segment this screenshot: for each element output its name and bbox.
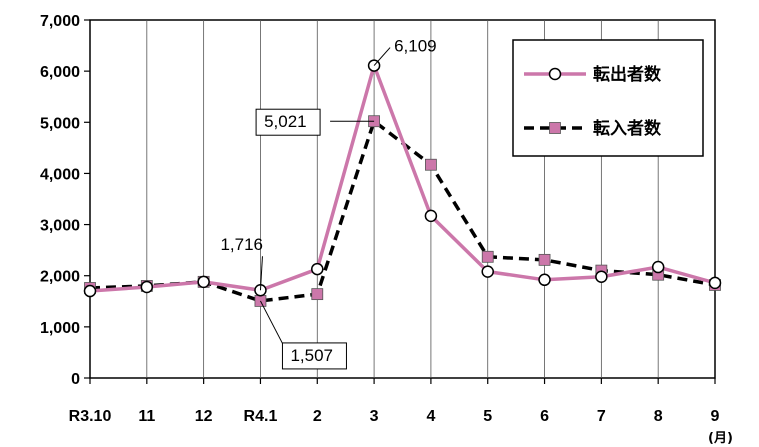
grid-lines	[89, 19, 716, 379]
x-tick-label: R3.10	[69, 408, 112, 425]
x-unit-label: (月)	[708, 431, 733, 446]
annotation-box	[281, 342, 347, 370]
annotation-leader	[373, 47, 391, 66]
x-tick-label: 3	[370, 408, 379, 425]
data-point-circle	[538, 273, 551, 287]
x-tick-label: R4.1	[244, 408, 278, 425]
data-point-circle	[140, 280, 154, 294]
data-point-circle	[197, 275, 210, 289]
x-tick-label: 12	[195, 408, 213, 425]
data-point-circle	[651, 260, 665, 274]
plot-frame	[89, 19, 716, 379]
y-tick-label: 3,000	[40, 218, 80, 235]
legend-label: 転入者数	[593, 118, 662, 139]
data-point-circle	[708, 276, 722, 290]
annotation-leader	[259, 256, 263, 291]
y-axis-ticks: 0 1,000 2,000 3,000 4,000 5,000 6,000 7,000	[40, 13, 90, 388]
x-tick-label: 11	[138, 408, 155, 425]
x-tick-label: 7	[597, 408, 606, 425]
data-point-square	[311, 288, 324, 301]
y-tick-label: 0	[71, 371, 80, 388]
annotation-label: 1,716	[220, 235, 263, 254]
data-point-square	[425, 158, 437, 171]
legend-label: 転出者数	[593, 64, 662, 85]
data-point-circle	[595, 270, 608, 283]
annotation-label: 5,021	[264, 112, 307, 131]
legend-marker-circle	[548, 67, 562, 81]
data-point-square	[481, 250, 494, 263]
legend-box	[512, 39, 704, 157]
legend-marker-square	[549, 122, 561, 134]
annotation-label: 6,109	[394, 37, 437, 56]
x-tick-label: 4	[426, 408, 435, 425]
x-axis-ticks: R3.10 11 12 R4.1 2 3 4 5 6 7 8 9	[69, 378, 720, 425]
y-tick-label: 4,000	[40, 166, 80, 183]
x-tick-label: 9	[711, 408, 720, 425]
y-tick-label: 2,000	[40, 269, 80, 286]
data-point-circle	[481, 265, 494, 278]
y-tick-label: 1,000	[40, 320, 80, 337]
series-line-outflow	[89, 63, 716, 293]
y-tick-label: 5,000	[40, 115, 80, 132]
data-point-square	[538, 253, 551, 266]
data-point-square	[254, 295, 267, 307]
x-tick-label: 6	[540, 408, 549, 425]
data-point-circle	[424, 209, 438, 223]
data-point-circle	[311, 262, 324, 276]
y-tick-label: 7,000	[40, 13, 80, 30]
x-tick-label: 2	[313, 408, 322, 425]
data-point-circle	[83, 284, 97, 298]
annotations: 6,109 5,021 1,716 1,507	[220, 37, 437, 370]
series-layer	[83, 59, 722, 307]
x-tick-label: 5	[483, 408, 492, 425]
y-tick-label: 6,000	[40, 64, 80, 81]
annotation-box	[255, 108, 321, 136]
annotation-label: 1,507	[290, 346, 333, 365]
x-tick-label: 8	[654, 408, 663, 425]
